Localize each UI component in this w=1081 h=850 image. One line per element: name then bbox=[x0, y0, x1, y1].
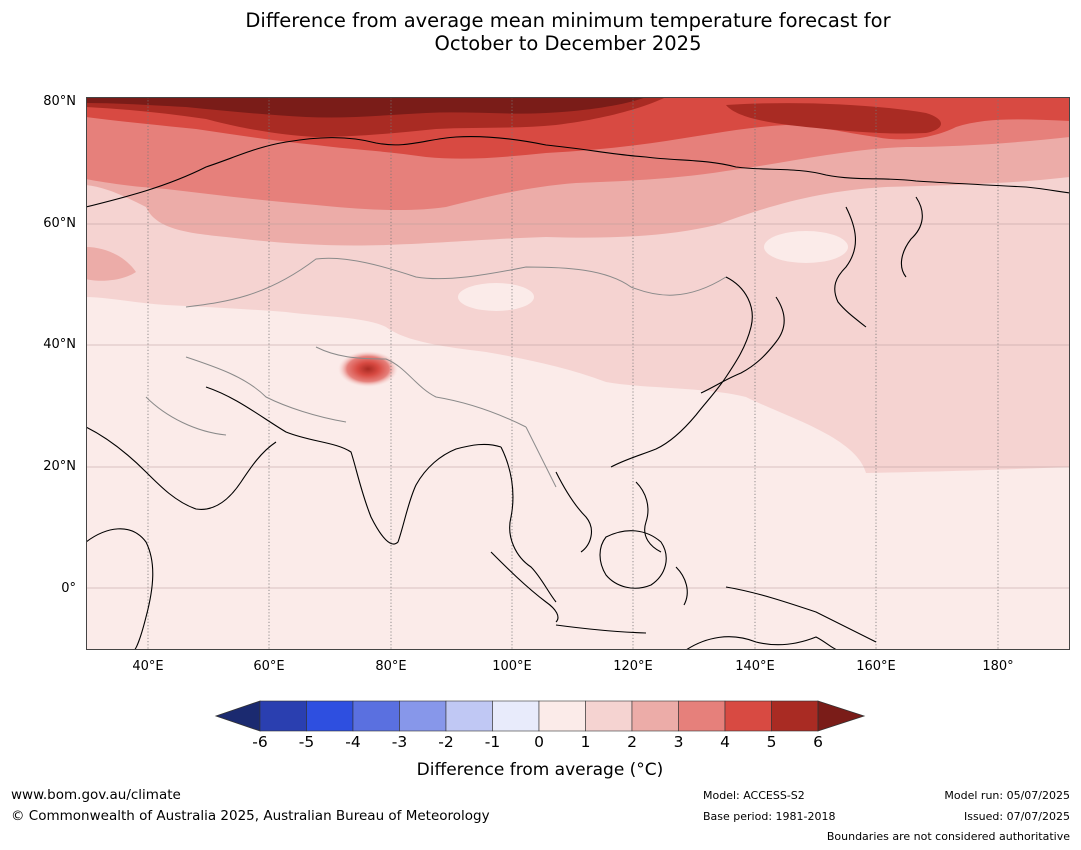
lat-label-20n: 20°N bbox=[43, 459, 76, 474]
colorbar-tick-label: -5 bbox=[298, 733, 315, 751]
boundaries-disclaimer: Boundaries are not considered authoritat… bbox=[826, 830, 1070, 843]
lat-label-80n: 80°N bbox=[43, 94, 76, 109]
colorbar-cells bbox=[214, 700, 866, 732]
forecast-map bbox=[86, 97, 1070, 650]
colorbar-cell bbox=[352, 700, 400, 732]
anomaly-over-6-zone bbox=[86, 97, 646, 118]
colorbar-cell bbox=[259, 700, 307, 732]
colorbar-tick-label: 1 bbox=[580, 733, 591, 751]
colorbar-label: Difference from average (°C) bbox=[416, 760, 664, 780]
lon-label-100e: 100°E bbox=[492, 659, 532, 674]
map-title-line-2: October to December 2025 bbox=[434, 32, 702, 55]
colorbar-cell bbox=[306, 700, 354, 732]
colorbar-cell bbox=[771, 700, 819, 732]
colorbar-extension-below bbox=[214, 700, 261, 732]
map-title-line-1: Difference from average mean minimum tem… bbox=[245, 9, 891, 32]
anomaly-low-spot-north-pacific bbox=[764, 231, 848, 263]
colorbar-cell bbox=[724, 700, 772, 732]
lon-label-40e: 40°E bbox=[132, 659, 164, 674]
colorbar-cell bbox=[399, 700, 447, 732]
colorbar-tick-label: 3 bbox=[673, 733, 684, 751]
colorbar-tick-label: 2 bbox=[627, 733, 637, 751]
colorbar-tick-label: 0 bbox=[534, 733, 544, 751]
model-run-date: Model run: 05/07/2025 bbox=[944, 789, 1070, 802]
colorbar-tick-label: -6 bbox=[252, 733, 268, 751]
latitude-gridlines bbox=[86, 223, 1070, 589]
lon-label-60e: 60°E bbox=[253, 659, 285, 674]
copyright-notice: © Commonwealth of Australia 2025, Austra… bbox=[11, 808, 490, 824]
colorbar bbox=[214, 700, 866, 732]
colorbar-cell bbox=[538, 700, 586, 732]
colorbar-tick-label: 4 bbox=[720, 733, 730, 751]
colorbar-tick-label: -4 bbox=[345, 733, 361, 751]
lon-label-180: 180° bbox=[982, 659, 1014, 674]
anomaly-2-3-patch bbox=[86, 247, 136, 281]
map-frame bbox=[86, 97, 1070, 650]
model-name: Model: ACCESS-S2 bbox=[703, 789, 805, 802]
lon-label-160e: 160°E bbox=[856, 659, 896, 674]
colorbar-tick-label: -3 bbox=[391, 733, 408, 751]
issued-date: Issued: 07/07/2025 bbox=[963, 810, 1070, 823]
lat-label-0: 0° bbox=[61, 581, 76, 596]
base-period: Base period: 1981-2018 bbox=[703, 810, 836, 823]
coastlines bbox=[86, 135, 1070, 650]
anomaly-low-spot-mongolia bbox=[458, 283, 534, 311]
lon-label-140e: 140°E bbox=[735, 659, 775, 674]
lat-label-60n: 60°N bbox=[43, 216, 76, 231]
lat-label-40n: 40°N bbox=[43, 337, 76, 352]
colorbar-cell bbox=[492, 700, 540, 732]
colorbar-cell bbox=[631, 700, 679, 732]
lon-label-80e: 80°E bbox=[375, 659, 407, 674]
colorbar-tick-label: 5 bbox=[766, 733, 777, 751]
colorbar-cell bbox=[678, 700, 726, 732]
longitude-gridlines bbox=[147, 97, 999, 650]
lon-label-120e: 120°E bbox=[613, 659, 653, 674]
colorbar-tick-label: 6 bbox=[813, 733, 823, 751]
colorbar-tick-label: -1 bbox=[484, 733, 501, 751]
tibet-hotspot bbox=[338, 351, 398, 387]
website-link[interactable]: www.bom.gov.au/climate bbox=[11, 787, 181, 803]
anomaly-low-spot-pamir bbox=[301, 372, 361, 452]
colorbar-extension-above bbox=[817, 700, 866, 732]
colorbar-cell bbox=[585, 700, 633, 732]
colorbar-cell bbox=[445, 700, 493, 732]
country-boundaries bbox=[145, 257, 727, 488]
colorbar-tick-label: -2 bbox=[438, 733, 454, 751]
